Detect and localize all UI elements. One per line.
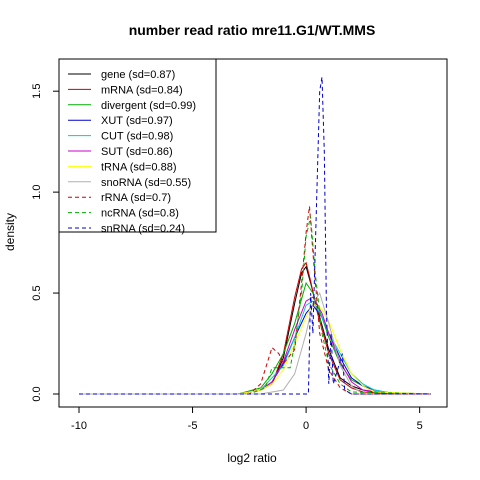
x-tick-label-0: -10 [71, 420, 87, 432]
legend-label-3: XUT (sd=0.97) [101, 115, 173, 127]
y-tick-label-0: 0.0 [31, 386, 43, 401]
x-axis-label: log2 ratio [227, 451, 277, 465]
x-tick-label-3: 5 [417, 420, 423, 432]
y-axis-label: density [3, 213, 17, 251]
series-line-9 [79, 216, 432, 395]
legend-label-9: ncRNA (sd=0.8) [101, 208, 179, 220]
x-tick-label-2: 0 [303, 420, 309, 432]
series-line-8 [79, 206, 431, 395]
plot-layer: -10 -5 0 5 0.0 0.5 1.0 1.5 gene (sd=0.87) mRNA (s… [31, 58, 448, 432]
legend-label-7: snoRNA (sd=0.55) [101, 177, 191, 189]
legend-label-5: SUT (sd=0.86) [101, 146, 173, 158]
legend-label-2: divergent (sd=0.99) [101, 100, 196, 112]
legend-box [58, 58, 217, 233]
legend-label-8: rRNA (sd=0.7) [101, 192, 171, 204]
legend-label-0: gene (sd=0.87) [101, 69, 175, 81]
y-tick-label-1: 0.5 [31, 285, 43, 300]
legend-label-10: snRNA (sd=0.24) [101, 223, 185, 235]
legend-label-6: tRNA (sd=0.88) [101, 161, 177, 173]
series-line-10 [79, 77, 431, 395]
series-line-2 [79, 281, 432, 395]
y-tick-label-3: 1.5 [31, 84, 43, 99]
chart-title: number read ratio mre11.G1/WT.MMS [129, 22, 376, 38]
x-tick-label-1: -5 [188, 420, 198, 432]
y-tick-label-2: 1.0 [31, 184, 43, 199]
legend-label-4: CUT (sd=0.98) [101, 131, 173, 143]
series-line-5 [79, 296, 431, 395]
legend-label-1: mRNA (sd=0.84) [101, 84, 183, 96]
